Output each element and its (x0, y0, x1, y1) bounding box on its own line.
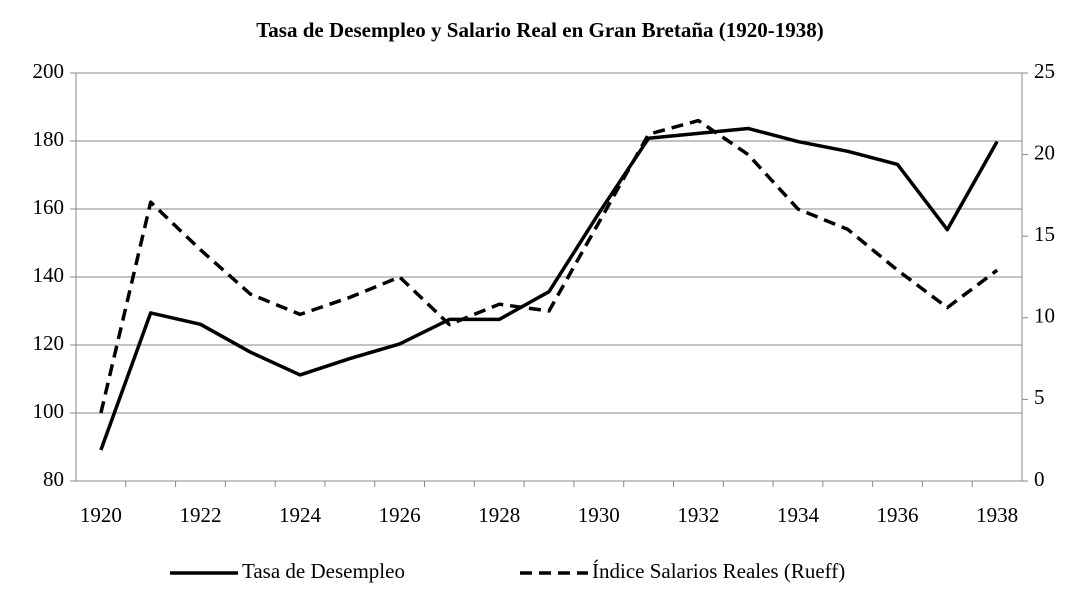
legend-label: Índice Salarios Reales (Rueff) (592, 559, 845, 583)
x-tick-label: 1936 (877, 503, 919, 527)
y-tick-label: 120 (33, 331, 65, 355)
y-tick-label: 140 (33, 263, 65, 287)
y-tick-label: 160 (33, 195, 65, 219)
y-tick-label: 100 (33, 399, 65, 423)
x-tick-label: 1922 (179, 503, 221, 527)
x-tick-label: 1920 (80, 503, 122, 527)
y2-tick-label: 5 (1034, 385, 1045, 409)
y2-tick-label: 10 (1034, 304, 1055, 328)
x-tick-label: 1930 (578, 503, 620, 527)
x-tick-label: 1938 (976, 503, 1018, 527)
y2-tick-label: 25 (1034, 59, 1055, 83)
y2-tick-label: 0 (1034, 467, 1045, 491)
y-tick-label: 80 (43, 467, 64, 491)
x-tick-label: 1924 (279, 503, 322, 527)
x-tick-label: 1926 (379, 503, 421, 527)
chart-title: Tasa de Desempleo y Salario Real en Gran… (256, 18, 824, 42)
y-tick-label: 200 (33, 59, 65, 83)
y2-tick-label: 20 (1034, 140, 1055, 164)
x-tick-label: 1934 (777, 503, 820, 527)
y2-tick-label: 15 (1034, 222, 1055, 246)
legend-label: Tasa de Desempleo (242, 559, 405, 583)
x-tick-label: 1932 (677, 503, 719, 527)
x-tick-label: 1928 (478, 503, 520, 527)
series-line (99, 118, 999, 414)
y-tick-label: 180 (33, 127, 65, 151)
series-line (99, 126, 999, 451)
